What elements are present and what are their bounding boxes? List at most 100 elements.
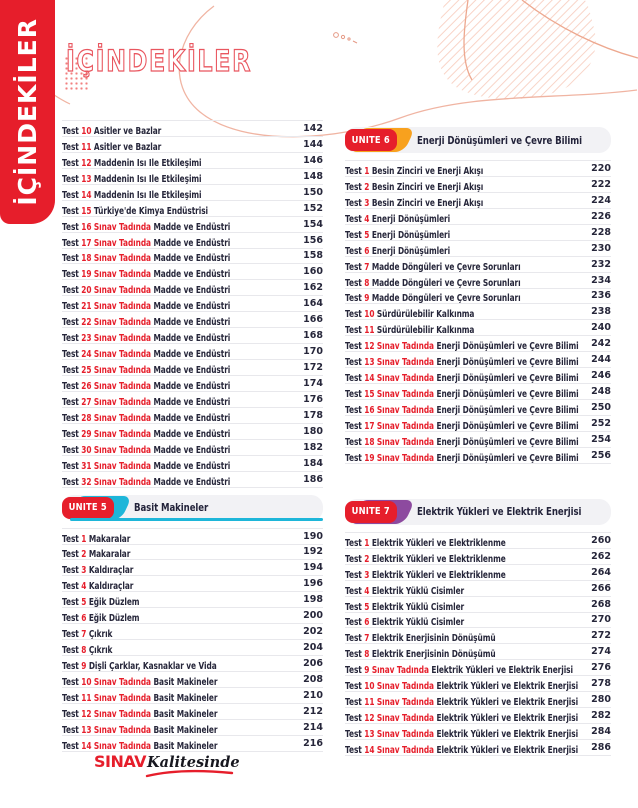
- toc-row-label: Test 8 Madde Döngüleri ve Çevre Sorunlar…: [345, 271, 587, 290]
- toc-row-label: Test 14 Maddenin Isı İle Etkileşimi: [62, 183, 299, 202]
- toc-row: Test 11 Sürdürülebilir Kalkınma 240: [345, 320, 611, 336]
- toc-row: Test 9 Sınav Tadında Elektrik Yükleri ve…: [345, 660, 611, 676]
- toc-row-text: Test 5 Eğik Düzlem: [62, 597, 140, 609]
- toc-row-text: Test 11 Sınav Tadında Elektrik Yükleri v…: [345, 697, 579, 709]
- toc-row-page-number: 234: [591, 274, 611, 286]
- toc-row-text: Test 4 Elektrik Yüklü Cisimler: [345, 585, 465, 597]
- toc-row-label: Test 8 Elektrik Enerjisinin Dönüşümü: [345, 642, 587, 661]
- brand-swoosh-icon: [145, 769, 234, 778]
- toc-row-text: Test 14 Sınav Tadında Enerji Dönüşümleri…: [345, 373, 579, 385]
- toc-row: Test 1 Besin Zinciri ve Enerji Akışı 220: [345, 161, 611, 177]
- toc-row-page-number: 224: [591, 194, 611, 206]
- toc-row-text: Test 11 Sınav Tadında Basit Makineler: [62, 692, 218, 704]
- toc-row-page-number: 186: [303, 473, 323, 485]
- toc-row-text: Test 11 Sürdürülebilir Kalkınma: [345, 325, 475, 337]
- toc-row-page-number: 168: [303, 330, 323, 342]
- toc-row-text: Test 14 Maddenin Isı İle Etkileşimi: [62, 189, 202, 201]
- unit-label-pill: ÜNİTE 6: [345, 129, 397, 151]
- toc-row-page-number: 260: [591, 534, 611, 546]
- unit-label: ÜNİTE 7: [351, 506, 391, 518]
- sidebar-title: İÇİNDEKİLER: [13, 18, 42, 206]
- toc-row-page-number: 172: [303, 362, 323, 374]
- toc-row-label: Test 3 Besin Zinciri ve Enerji Akışı: [345, 191, 587, 210]
- toc-row-page-number: 284: [591, 726, 611, 738]
- toc-row-text: Test 19 Sınav Tadında Enerji Dönüşümleri…: [345, 452, 579, 464]
- toc-row-page-number: 154: [303, 218, 323, 230]
- toc-row: Test 9 Madde Döngüleri ve Çevre Sorunlar…: [345, 289, 611, 304]
- toc-row: Test 3 Kaldıraçlar 194: [62, 560, 323, 576]
- toc-row-page-number: 162: [303, 282, 323, 294]
- toc-row-text: Test 3 Kaldıraçlar: [62, 565, 134, 577]
- toc-row-label: Test 15 Sınav Tadında Enerji Dönüşümleri…: [345, 382, 587, 401]
- toc-row-text: Test 4 Kaldıraçlar: [62, 581, 134, 593]
- toc-row: Test 11 Sınav Tadında Elektrik Yükleri v…: [345, 692, 611, 708]
- toc-row-text: Test 18 Sınav Tadında Madde ve Endüstri: [62, 253, 231, 265]
- toc-row-label: Test 17 Sınav Tadında Madde ve Endüstri: [62, 231, 299, 250]
- toc-row-page-number: 144: [303, 138, 323, 150]
- toc-row-page-number: 146: [303, 154, 323, 166]
- sidebar-banner: İÇİNDEKİLER: [0, 0, 55, 224]
- toc-row: Test 13 Sınav Tadında Enerji Dönüşümleri…: [345, 352, 611, 368]
- toc-row-text: Test 8 Çıkrık: [62, 645, 113, 657]
- toc-row-label: Test 4 Kaldıraçlar: [62, 574, 299, 593]
- toc-row-page-number: 212: [303, 705, 323, 717]
- toc-row: Test 14 Sınav Tadında Enerji Dönüşümleri…: [345, 368, 611, 384]
- toc-row-label: Test 17 Sınav Tadında Enerji Dönüşümleri…: [345, 414, 587, 433]
- toc-row: Test 6 Eğik Düzlem 200: [62, 608, 323, 624]
- toc-row-text: Test 19 Sınav Tadında Madde ve Endüstri: [62, 269, 231, 281]
- toc-row: Test 2 Makaralar 192: [62, 545, 323, 560]
- toc-row-label: Test 11 Sınav Tadında Elektrik Yükleri v…: [345, 690, 587, 709]
- toc-row: Test 11 Asitler ve Bazlar 144: [62, 137, 323, 153]
- toc-row-page-number: 192: [303, 546, 323, 558]
- toc-row-text: Test 10 Sınav Tadında Basit Makineler: [62, 676, 218, 688]
- toc-row-page-number: 170: [303, 346, 323, 358]
- toc-row-label: Test 14 Sınav Tadında Elektrik Yükleri v…: [345, 738, 587, 757]
- toc-row-label: Test 21 Sınav Tadında Madde ve Endüstri: [62, 294, 299, 313]
- toc-row: Test 8 Çıkrık 204: [62, 640, 323, 656]
- toc-row-page-number: 222: [591, 178, 611, 190]
- footer-logo: SINAVKalitesinde: [94, 752, 240, 778]
- toc-row-page-number: 220: [591, 162, 611, 174]
- toc-row-text: Test 23 Sınav Tadında Madde ve Endüstri: [62, 333, 231, 345]
- toc-row: Test 1 Makaralar 190: [62, 529, 323, 545]
- toc-row-page-number: 174: [303, 377, 323, 389]
- toc-row-text: Test 20 Sınav Tadında Madde ve Endüstri: [62, 285, 231, 297]
- toc-row-page-number: 194: [303, 562, 323, 574]
- scribble-icon: [333, 32, 358, 44]
- unit-label: ÜNİTE 6: [351, 134, 391, 146]
- brand-secondary: Kalitesinde: [147, 754, 240, 771]
- toc-row-text: Test 27 Sınav Tadında Madde ve Endüstri: [62, 396, 231, 408]
- toc-row-page-number: 216: [303, 737, 323, 749]
- toc-row-page-number: 242: [591, 338, 611, 350]
- brand-primary: SINAV: [94, 752, 147, 771]
- unit-label: ÜNİTE 5: [68, 502, 108, 514]
- toc-row-page-number: 256: [591, 449, 611, 461]
- toc-row-page-number: 200: [303, 610, 323, 622]
- toc-row-label: Test 20 Sınav Tadında Madde ve Endüstri: [62, 278, 299, 297]
- toc-row: Test 19 Sınav Tadında Enerji Dönüşümleri…: [345, 448, 611, 464]
- toc-list: Test 1 Besin Zinciri ve Enerji Akışı 220 T…: [345, 160, 611, 464]
- toc-row-label: Test 7 Elektrik Enerjisinin Dönüşümü: [345, 626, 587, 645]
- toc-row-label: Test 22 Sınav Tadında Madde ve Endüstri: [62, 310, 299, 329]
- toc-row-text: Test 8 Madde Döngüleri ve Çevre Sorunlar…: [345, 277, 521, 289]
- toc-row-label: Test 7 Çıkrık: [62, 622, 299, 641]
- toc-row-text: Test 10 Sürdürülebilir Kalkınma: [345, 309, 475, 321]
- toc-row-text: Test 1 Besin Zinciri ve Enerji Akışı: [345, 165, 484, 177]
- toc-row-label: Test 4 Enerji Dönüşümleri: [345, 207, 587, 226]
- toc-row-text: Test 5 Elektrik Yüklü Cisimler: [345, 601, 465, 613]
- toc-row-page-number: 262: [591, 550, 611, 562]
- toc-list: Test 1 Makaralar 190 Test 2 Makaralar 192 Te…: [62, 527, 323, 752]
- unit-label-pill: ÜNİTE 5: [62, 496, 114, 519]
- toc-row-label: Test 12 Maddenin Isı İle Etkileşimi: [62, 151, 299, 170]
- toc-row: Test 7 Madde Döngüleri ve Çevre Sorunlar…: [345, 257, 611, 273]
- toc-row: Test 4 Elektrik Yüklü Cisimler 266: [345, 581, 611, 597]
- unit-title-text: Elektrik Yükleri ve Elektrik Enerjisi: [417, 505, 582, 519]
- toc-row: Test 11 Sınav Tadında Basit Makineler 210: [62, 688, 323, 704]
- toc-row: Test 2 Elektrik Yükleri ve Elektriklenme…: [345, 549, 611, 565]
- toc-row-page-number: 210: [303, 689, 323, 701]
- toc-row-label: Test 1 Elektrik Yükleri ve Elektriklenme: [345, 531, 587, 550]
- toc-row-label: Test 12 Sınav Tadında Enerji Dönüşümleri…: [345, 334, 587, 353]
- toc-row-text: Test 3 Besin Zinciri ve Enerji Akışı: [345, 197, 484, 209]
- toc-row-page-number: 278: [591, 678, 611, 690]
- toc-row-label: Test 11 Asitler ve Bazlar: [62, 135, 299, 154]
